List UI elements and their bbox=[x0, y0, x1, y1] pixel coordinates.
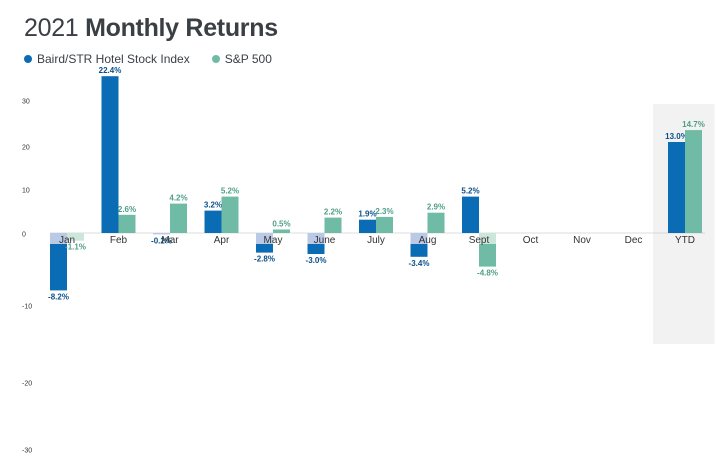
bar-hotel-index bbox=[410, 244, 428, 257]
data-label: 3.2% bbox=[204, 201, 222, 210]
category-label: Apr bbox=[214, 235, 230, 246]
legend-item-sp500: S&P 500 bbox=[211, 52, 272, 66]
data-label: -3.0% bbox=[306, 256, 327, 265]
bar-hotel-index bbox=[462, 196, 479, 233]
bar-hotel-index bbox=[359, 219, 376, 233]
bar-label-zone bbox=[50, 233, 67, 244]
data-label: 2.9% bbox=[427, 203, 445, 212]
data-label: -0.2% bbox=[151, 236, 172, 245]
category-label: Aug bbox=[419, 235, 437, 246]
bar-sp500 bbox=[427, 212, 445, 233]
legend-swatch-hotel-index bbox=[24, 55, 32, 63]
data-label: -4.8% bbox=[477, 269, 498, 278]
legend-label-sp500: S&P 500 bbox=[224, 52, 272, 66]
category-label: Dec bbox=[625, 235, 643, 246]
bar-hotel-index bbox=[307, 244, 325, 254]
bar-label-zone bbox=[307, 233, 325, 244]
y-tick-label: 20 bbox=[22, 145, 30, 152]
y-tick-label: 10 bbox=[22, 188, 30, 195]
bar-hotel-index bbox=[204, 210, 222, 233]
legend-swatch-sp500 bbox=[211, 55, 220, 63]
bar-sp500 bbox=[118, 214, 136, 233]
data-label: 22.4% bbox=[99, 66, 122, 75]
bar-hotel-index bbox=[668, 142, 685, 233]
data-label: 0.5% bbox=[272, 220, 290, 229]
data-label: 13.0% bbox=[665, 132, 688, 141]
data-label: -2.8% bbox=[254, 255, 275, 264]
data-label: -8.2% bbox=[48, 292, 69, 301]
y-tick-label: -20 bbox=[22, 381, 32, 388]
category-label: June bbox=[314, 235, 336, 246]
data-label: -1.1% bbox=[65, 243, 86, 252]
legend-label-hotel-index: Baird/STR Hotel Stock Index bbox=[37, 52, 190, 66]
data-label: 2.3% bbox=[375, 207, 393, 216]
bar-sp500 bbox=[324, 217, 342, 233]
bar-label-zone bbox=[256, 233, 273, 244]
bar-sp500 bbox=[479, 244, 496, 267]
data-label: 2.6% bbox=[118, 205, 136, 214]
category-label: May bbox=[264, 235, 283, 246]
bar-sp500 bbox=[170, 203, 187, 233]
bar-label-zone bbox=[479, 233, 496, 244]
y-tick-label: 30 bbox=[22, 99, 30, 106]
category-label: Feb bbox=[110, 235, 128, 246]
bar-sp500 bbox=[273, 229, 290, 233]
bar-sp500 bbox=[685, 130, 702, 233]
category-label: July bbox=[367, 235, 385, 246]
bar-hotel-index bbox=[256, 244, 273, 253]
y-tick-label: 0 bbox=[22, 232, 26, 239]
title-text: Monthly Returns bbox=[85, 14, 278, 42]
data-label: 2.2% bbox=[324, 208, 342, 217]
data-label: 4.2% bbox=[169, 194, 187, 203]
bar-label-zone bbox=[67, 233, 84, 241]
bar-sp500 bbox=[376, 216, 393, 233]
category-label: Sept bbox=[469, 235, 490, 246]
legend-item-hotel-index: Baird/STR Hotel Stock Index bbox=[24, 52, 190, 66]
category-label: YTD bbox=[675, 235, 695, 246]
category-label: Mar bbox=[161, 235, 179, 246]
data-label: 5.2% bbox=[461, 187, 479, 196]
bar-sp500 bbox=[221, 196, 239, 233]
data-label: 1.9% bbox=[358, 210, 376, 219]
title-year: 2021 bbox=[24, 14, 79, 42]
chart-legend: Baird/STR Hotel Stock Index S&P 500 bbox=[24, 52, 272, 66]
category-label: Nov bbox=[573, 235, 591, 246]
data-label: -3.4% bbox=[409, 259, 430, 268]
bar-hotel-index bbox=[101, 76, 119, 233]
y-tick-label: -30 bbox=[22, 448, 32, 455]
chart-title: 2021 Monthly Returns bbox=[24, 14, 278, 43]
bar-label-zone bbox=[410, 233, 428, 244]
category-label: Oct bbox=[523, 235, 539, 246]
y-tick-label: -10 bbox=[22, 304, 32, 311]
category-label: Jan bbox=[59, 235, 75, 246]
bar-hotel-index bbox=[50, 244, 67, 291]
data-label: 14.7% bbox=[682, 120, 705, 129]
bar-label-zone bbox=[153, 233, 170, 235]
data-label: 5.2% bbox=[221, 187, 239, 196]
